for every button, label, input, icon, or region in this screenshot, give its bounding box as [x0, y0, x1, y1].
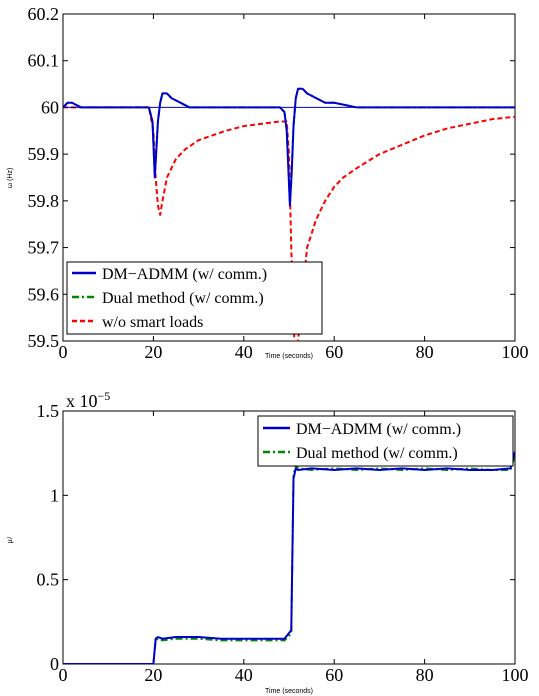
plot-2-legend: DM−ADMM (w/ comm.) Dual method (w/ comm.… [257, 415, 514, 467]
plot-2-xlabel: Time (seconds) [265, 688, 313, 695]
x-tick-label: 100 [502, 665, 529, 685]
x-tick-label: 0 [59, 342, 68, 362]
plot-1-legend: DM−ADMM (w/ comm.) Dual method (w/ comm.… [66, 261, 323, 335]
plot-1-legend-box [66, 261, 323, 335]
x-tick-label: 60 [325, 665, 343, 685]
x-tick-label: 0 [59, 665, 68, 685]
plot-2-exponent: x 10−5 [66, 389, 110, 411]
plot-1: 0 20 40 60 80 100 59.5 59.6 59.7 59.8 59.9 60 60.1 60… [7, 4, 529, 362]
legend-1-label-dual: Dual method (w/ comm.) [102, 290, 264, 307]
y-tick-label: 0.5 [37, 570, 60, 590]
plot-1-ticks: 0 20 40 60 80 100 59.5 59.6 59.7 59.8 59.9 60 60.1 60… [28, 4, 529, 362]
plot-2-legend-box [257, 415, 514, 467]
y-tick-label: 59.8 [28, 191, 60, 211]
series-line-w-o-smart-loads [63, 106, 515, 341]
x-tick-label: 80 [416, 665, 434, 685]
y-tick-label: 59.7 [28, 238, 60, 258]
y-tick-label: 1.5 [37, 401, 60, 421]
x-tick-label: 100 [502, 342, 529, 362]
y-tick-label: 60 [41, 97, 59, 117]
y-tick-label: 60.1 [28, 51, 60, 71]
y-tick-label: 0 [50, 654, 59, 674]
y-tick-label: 60.2 [28, 4, 60, 24]
x-tick-label: 80 [416, 342, 434, 362]
plot-2-exponent-power: −5 [98, 389, 111, 403]
y-tick-label: 59.5 [28, 331, 60, 351]
plot-1-xlabel: Time (seconds) [265, 353, 313, 360]
legend-2-label-dmadmm: DM−ADMM (w/ comm.) [296, 421, 461, 438]
plot-2-ticks: 0 20 40 60 80 100 0 0.5 1 1.5 [37, 401, 529, 685]
x-tick-label: 40 [235, 342, 253, 362]
x-tick-label: 20 [144, 342, 162, 362]
y-tick-label: 59.9 [28, 144, 60, 164]
plot-1-lines [63, 87, 515, 341]
plot-2: 0 20 40 60 80 100 0 0.5 1 1.5 x 10−5 Time (second… [7, 389, 529, 695]
plot-2-ylabel: μᵢᵗ [7, 536, 14, 543]
legend-2-label-dual: Dual method (w/ comm.) [296, 445, 458, 462]
legend-1-label-nosmart: w/o smart loads [102, 314, 203, 331]
plot-2-lines [63, 451, 515, 664]
y-tick-label: 1 [50, 485, 59, 505]
plot-1-ylabel: ω (Hz) [7, 168, 14, 189]
legend-1-label-dmadmm: DM−ADMM (w/ comm.) [102, 266, 267, 283]
series-line-dm-admm-w-comm [63, 451, 515, 664]
plot-2-exponent-base: x 10 [66, 391, 98, 411]
x-tick-label: 40 [235, 665, 253, 685]
y-tick-label: 59.6 [28, 284, 60, 304]
x-tick-label: 60 [325, 342, 343, 362]
x-tick-label: 20 [144, 665, 162, 685]
